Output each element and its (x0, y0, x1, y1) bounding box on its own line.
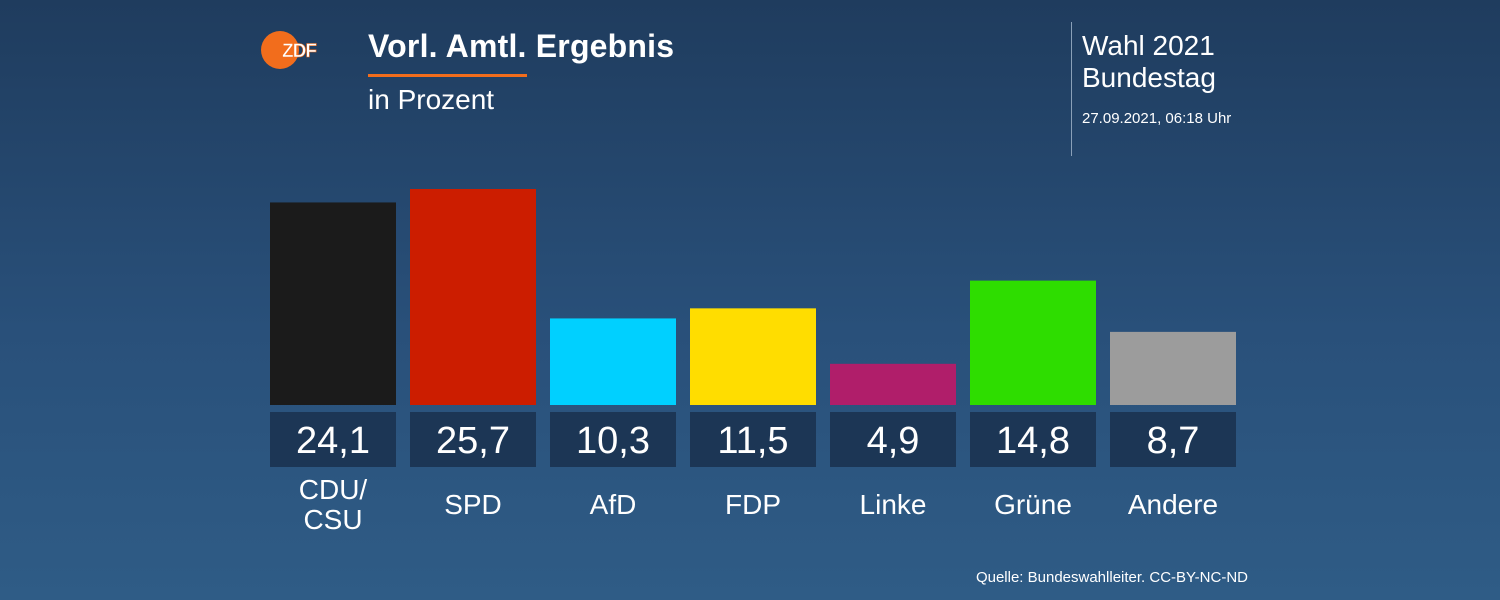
value-box (830, 412, 956, 467)
source-credit: Quelle: Bundeswahlleiter. CC-BY-NC-ND (975, 569, 1248, 586)
category-label: CDU/ CSU (298, 474, 368, 535)
election-type: Bundestag (1082, 62, 1216, 93)
value-label: 25,7 (436, 420, 510, 462)
zdf-logo: ZDF (261, 31, 318, 69)
value-box (270, 412, 396, 467)
election-name: Wahl 2021 (1082, 30, 1215, 61)
category-label: Andere (1127, 489, 1219, 520)
chart-subtitle: in Prozent (368, 84, 495, 115)
value-label: 24,1 (296, 420, 370, 462)
value-label: 8,7 (1147, 420, 1200, 462)
svg-text:ZDF: ZDF (282, 41, 316, 62)
bar (690, 308, 816, 405)
timestamp: 27.09.2021, 06:18 Uhr (1082, 110, 1232, 127)
bar (550, 318, 676, 405)
bar (970, 280, 1096, 405)
value-label: 10,3 (576, 420, 650, 462)
value-label: 11,5 (717, 420, 788, 462)
category-label: AfD (589, 489, 637, 520)
category-label: FDP (725, 489, 781, 520)
category-label: SPD (444, 489, 502, 520)
bar (1110, 331, 1236, 405)
value-label: 14,8 (996, 420, 1070, 462)
category-label: Linke (859, 489, 927, 520)
value-box (1110, 412, 1236, 467)
value-label: 4,9 (867, 420, 920, 462)
value-box (970, 412, 1096, 467)
value-box (690, 412, 816, 467)
bar (410, 189, 536, 405)
bar (830, 363, 956, 405)
category-label: Grüne (994, 489, 1072, 520)
value-box (550, 412, 676, 467)
bar (270, 202, 396, 405)
chart-title: Vorl. Amtl. Ergebnis (368, 28, 675, 64)
value-box (410, 412, 536, 467)
title-underline (368, 74, 527, 77)
header-divider (1071, 22, 1072, 156)
